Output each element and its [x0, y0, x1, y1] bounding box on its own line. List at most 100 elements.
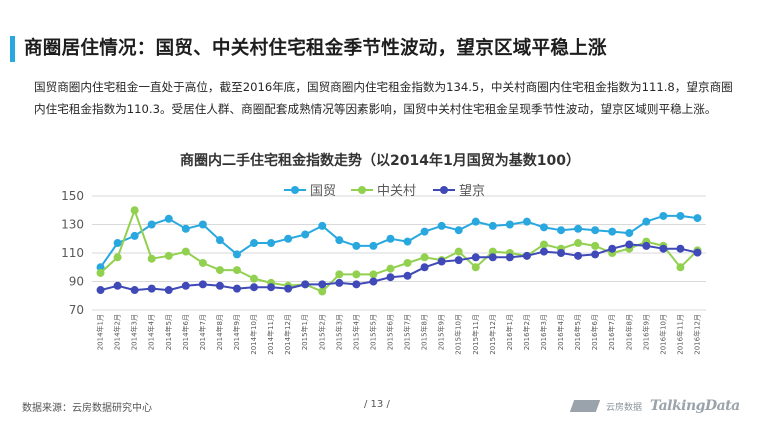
data-point	[113, 281, 122, 290]
data-point	[539, 247, 548, 256]
x-tick-label: 2015年10月	[454, 314, 463, 355]
data-point	[96, 263, 105, 272]
legend-marker	[358, 186, 366, 194]
data-point	[608, 227, 617, 236]
data-point	[437, 221, 446, 230]
data-point	[420, 227, 429, 236]
page-title: 商圈居住情况：国贸、中关村住宅租金季节性波动，望京区域平稳上涨	[24, 38, 607, 59]
x-tick-label: 2016年3月	[539, 314, 548, 350]
x-tick-label: 2015年12月	[488, 314, 497, 355]
x-tick-label: 2014年4月	[147, 314, 156, 350]
data-point	[488, 247, 497, 256]
data-point	[505, 220, 514, 229]
x-tick-label: 2014年12月	[283, 314, 292, 355]
data-point	[198, 258, 207, 267]
data-point	[403, 271, 412, 280]
data-point	[301, 280, 310, 289]
x-tick-label: 2014年11月	[266, 314, 275, 355]
data-point	[625, 229, 634, 238]
data-point	[386, 264, 395, 273]
legend-label: 国贸	[310, 184, 336, 199]
data-point	[403, 258, 412, 267]
x-tick-label: 2016年12月	[692, 314, 701, 355]
y-tick-label: 130	[61, 218, 84, 232]
data-point	[574, 239, 583, 248]
data-point	[198, 280, 207, 289]
x-tick-label: 2015年6月	[385, 314, 394, 350]
y-tick-label: 90	[69, 275, 84, 289]
data-source: 数据来源：云房数据研究中心	[22, 403, 152, 414]
data-point	[250, 283, 259, 292]
x-tick-label: 2015年11月	[471, 314, 480, 355]
x-tick-label: 2014年3月	[130, 314, 139, 350]
data-point	[591, 226, 600, 235]
data-point	[471, 217, 480, 226]
data-point	[335, 236, 344, 245]
data-point	[557, 249, 566, 257]
data-point	[591, 250, 600, 259]
x-tick-label: 2014年8月	[215, 314, 224, 350]
y-tick-label: 70	[69, 303, 84, 317]
x-tick-label: 2016年4月	[556, 314, 565, 350]
data-point	[693, 214, 702, 223]
data-point	[642, 217, 651, 226]
data-point	[693, 248, 702, 257]
x-tick-label: 2014年6月	[181, 314, 190, 350]
data-point	[369, 277, 378, 286]
x-tick-label: 2015年1月	[300, 314, 309, 350]
x-tick-label: 2015年7月	[403, 314, 412, 350]
data-point	[676, 263, 685, 272]
data-point	[557, 226, 566, 235]
legend-label: 中关村	[377, 184, 416, 199]
data-point	[130, 286, 139, 295]
x-tick-label: 2015年5月	[368, 314, 377, 350]
data-point	[676, 244, 685, 253]
x-tick-label: 2016年7月	[607, 314, 616, 350]
series-line-国贸	[99, 214, 698, 268]
data-point	[403, 237, 412, 246]
data-point	[659, 244, 668, 253]
title-accent-bar	[10, 36, 15, 62]
data-point	[113, 239, 122, 248]
x-tick-label: 2014年5月	[164, 314, 173, 350]
x-tick-label: 2016年1月	[505, 314, 514, 350]
data-point	[437, 257, 446, 266]
x-tick-label: 2014年10月	[249, 314, 258, 355]
y-tick-label: 150	[61, 189, 84, 203]
data-point	[352, 270, 361, 279]
data-point	[369, 241, 378, 250]
data-point	[352, 280, 361, 289]
data-point	[198, 220, 207, 229]
chart-title: 商圈内二手住宅租金指数走势（以2014年1月国贸为基数100）	[180, 153, 580, 169]
summary-paragraph: 国贸商圈内住宅租金一直处于高位，截至2016年底，国贸商圈内住宅租金指数为134…	[34, 80, 733, 116]
data-point	[539, 240, 548, 249]
data-point	[284, 284, 293, 293]
data-point	[318, 280, 327, 289]
x-tick-label: 2016年8月	[624, 314, 633, 350]
logo-text-cn: 云房数据	[606, 402, 643, 413]
data-point	[181, 247, 190, 256]
data-point	[96, 268, 105, 277]
x-tick-label: 2016年2月	[522, 314, 531, 350]
data-point	[318, 221, 327, 230]
data-point	[318, 287, 327, 296]
data-point	[642, 241, 651, 250]
x-tick-label: 2015年2月	[317, 314, 326, 350]
data-point	[130, 206, 139, 215]
data-point	[369, 270, 378, 279]
data-point	[454, 226, 463, 235]
data-point	[147, 284, 156, 293]
data-point	[284, 234, 293, 243]
data-point	[250, 239, 259, 248]
data-point	[267, 283, 276, 292]
logo-text-en: TalkingData	[650, 398, 740, 414]
data-point	[215, 281, 224, 290]
data-point	[454, 247, 463, 256]
data-point	[130, 231, 139, 240]
x-tick-label: 2015年3月	[334, 314, 343, 350]
data-point	[335, 270, 344, 279]
data-point	[522, 217, 531, 226]
data-point	[147, 254, 156, 263]
data-point	[625, 240, 634, 249]
